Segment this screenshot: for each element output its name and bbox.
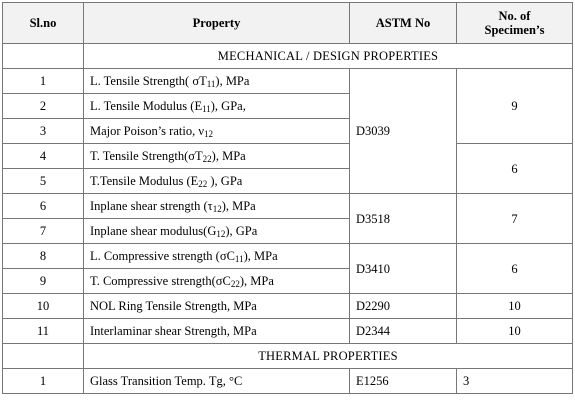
properties-table: Sl.no Property ASTM No No. of Specimen’s… <box>2 2 573 394</box>
table-row: 10 NOL Ring Tensile Strength, MPa D2290 … <box>2 293 573 319</box>
specimens-cell: 3 <box>456 368 573 394</box>
header-specimens-line2: Specimen’s <box>484 23 545 37</box>
table-row: 1 L. Tensile Strength( σT11), MPa D3039 … <box>2 68 573 194</box>
table-row: 11 Interlaminar shear Strength, MPa D234… <box>2 318 573 344</box>
slno-cell: 2 <box>2 93 84 119</box>
slno-cell: 11 <box>2 318 84 344</box>
specimens-cell: 7 <box>456 193 573 244</box>
slno-cell: 7 <box>2 218 84 244</box>
property-cell: Inplane shear modulus(G12), GPa <box>83 218 350 244</box>
property-cell: Interlaminar shear Strength, MPa <box>83 318 350 344</box>
slno-cell: 1 <box>2 68 84 94</box>
slno-cell: 10 <box>2 293 84 319</box>
property-cell: Glass Transition Temp. Tg, °C <box>83 368 350 394</box>
slno-cell: 3 <box>2 118 84 144</box>
table-row: 7 Inplane shear modulus(G12), GPa <box>2 218 573 244</box>
property-cell: L. Tensile Modulus (E11), GPa, <box>83 93 350 119</box>
astm-cell: D3039 <box>349 68 457 194</box>
header-specimens: No. of Specimen’s <box>456 2 573 44</box>
section-row-mechanical: MECHANICAL / DESIGN PROPERTIES <box>2 43 573 69</box>
specimens-cell: 6 <box>456 243 573 294</box>
property-cell: T.Tensile Modulus (E22 ), GPa <box>83 168 350 194</box>
table-row: 8 L. Compressive strength (σC11), MPa D3… <box>2 243 573 294</box>
specimens-cell: 6 <box>456 143 573 194</box>
property-cell: L. Compressive strength (σC11), MPa <box>83 243 350 269</box>
table-row: 9 T. Compressive strength(σC22), MPa <box>2 268 573 294</box>
property-cell: T. Compressive strength(σC22), MPa <box>83 268 350 294</box>
header-slno: Sl.no <box>2 2 84 44</box>
slno-cell: 1 <box>2 368 84 394</box>
astm-cell: D2344 <box>349 318 457 344</box>
slno-cell: 9 <box>2 268 84 294</box>
section-thermal: THERMAL PROPERTIES <box>83 343 573 369</box>
slno-cell: 8 <box>2 243 84 269</box>
header-astm: ASTM No <box>349 2 457 44</box>
property-cell: Major Poison’s ratio, ν12 <box>83 118 350 144</box>
property-cell: L. Tensile Strength( σT11), MPa <box>83 68 350 94</box>
header-property: Property <box>83 2 350 44</box>
specimens-cell: 10 <box>456 293 573 319</box>
astm-cell: D2290 <box>349 293 457 319</box>
header-specimens-line1: No. of <box>498 9 531 23</box>
table-row: 1 Glass Transition Temp. Tg, °C E1256 3 <box>2 368 573 394</box>
section-row-thermal: THERMAL PROPERTIES <box>2 343 573 369</box>
slno-cell: 6 <box>2 193 84 219</box>
section-mechanical: MECHANICAL / DESIGN PROPERTIES <box>83 43 573 69</box>
specimens-cell: 10 <box>456 318 573 344</box>
specimens-cell: 9 <box>456 68 573 144</box>
astm-cell: D3410 <box>349 243 457 294</box>
astm-cell: E1256 <box>349 368 457 394</box>
property-cell: T. Tensile Strength(σT22), MPa <box>83 143 350 169</box>
table-row: 6 Inplane shear strength (τ12), MPa D351… <box>2 193 573 244</box>
astm-cell: D3518 <box>349 193 457 244</box>
slno-cell: 4 <box>2 143 84 169</box>
property-cell: Inplane shear strength (τ12), MPa <box>83 193 350 219</box>
header-row: Sl.no Property ASTM No No. of Specimen’s <box>2 2 573 44</box>
table-row: 4 T. Tensile Strength(σT22), MPa 6 <box>2 143 573 194</box>
property-cell: NOL Ring Tensile Strength, MPa <box>83 293 350 319</box>
slno-cell: 5 <box>2 168 84 194</box>
